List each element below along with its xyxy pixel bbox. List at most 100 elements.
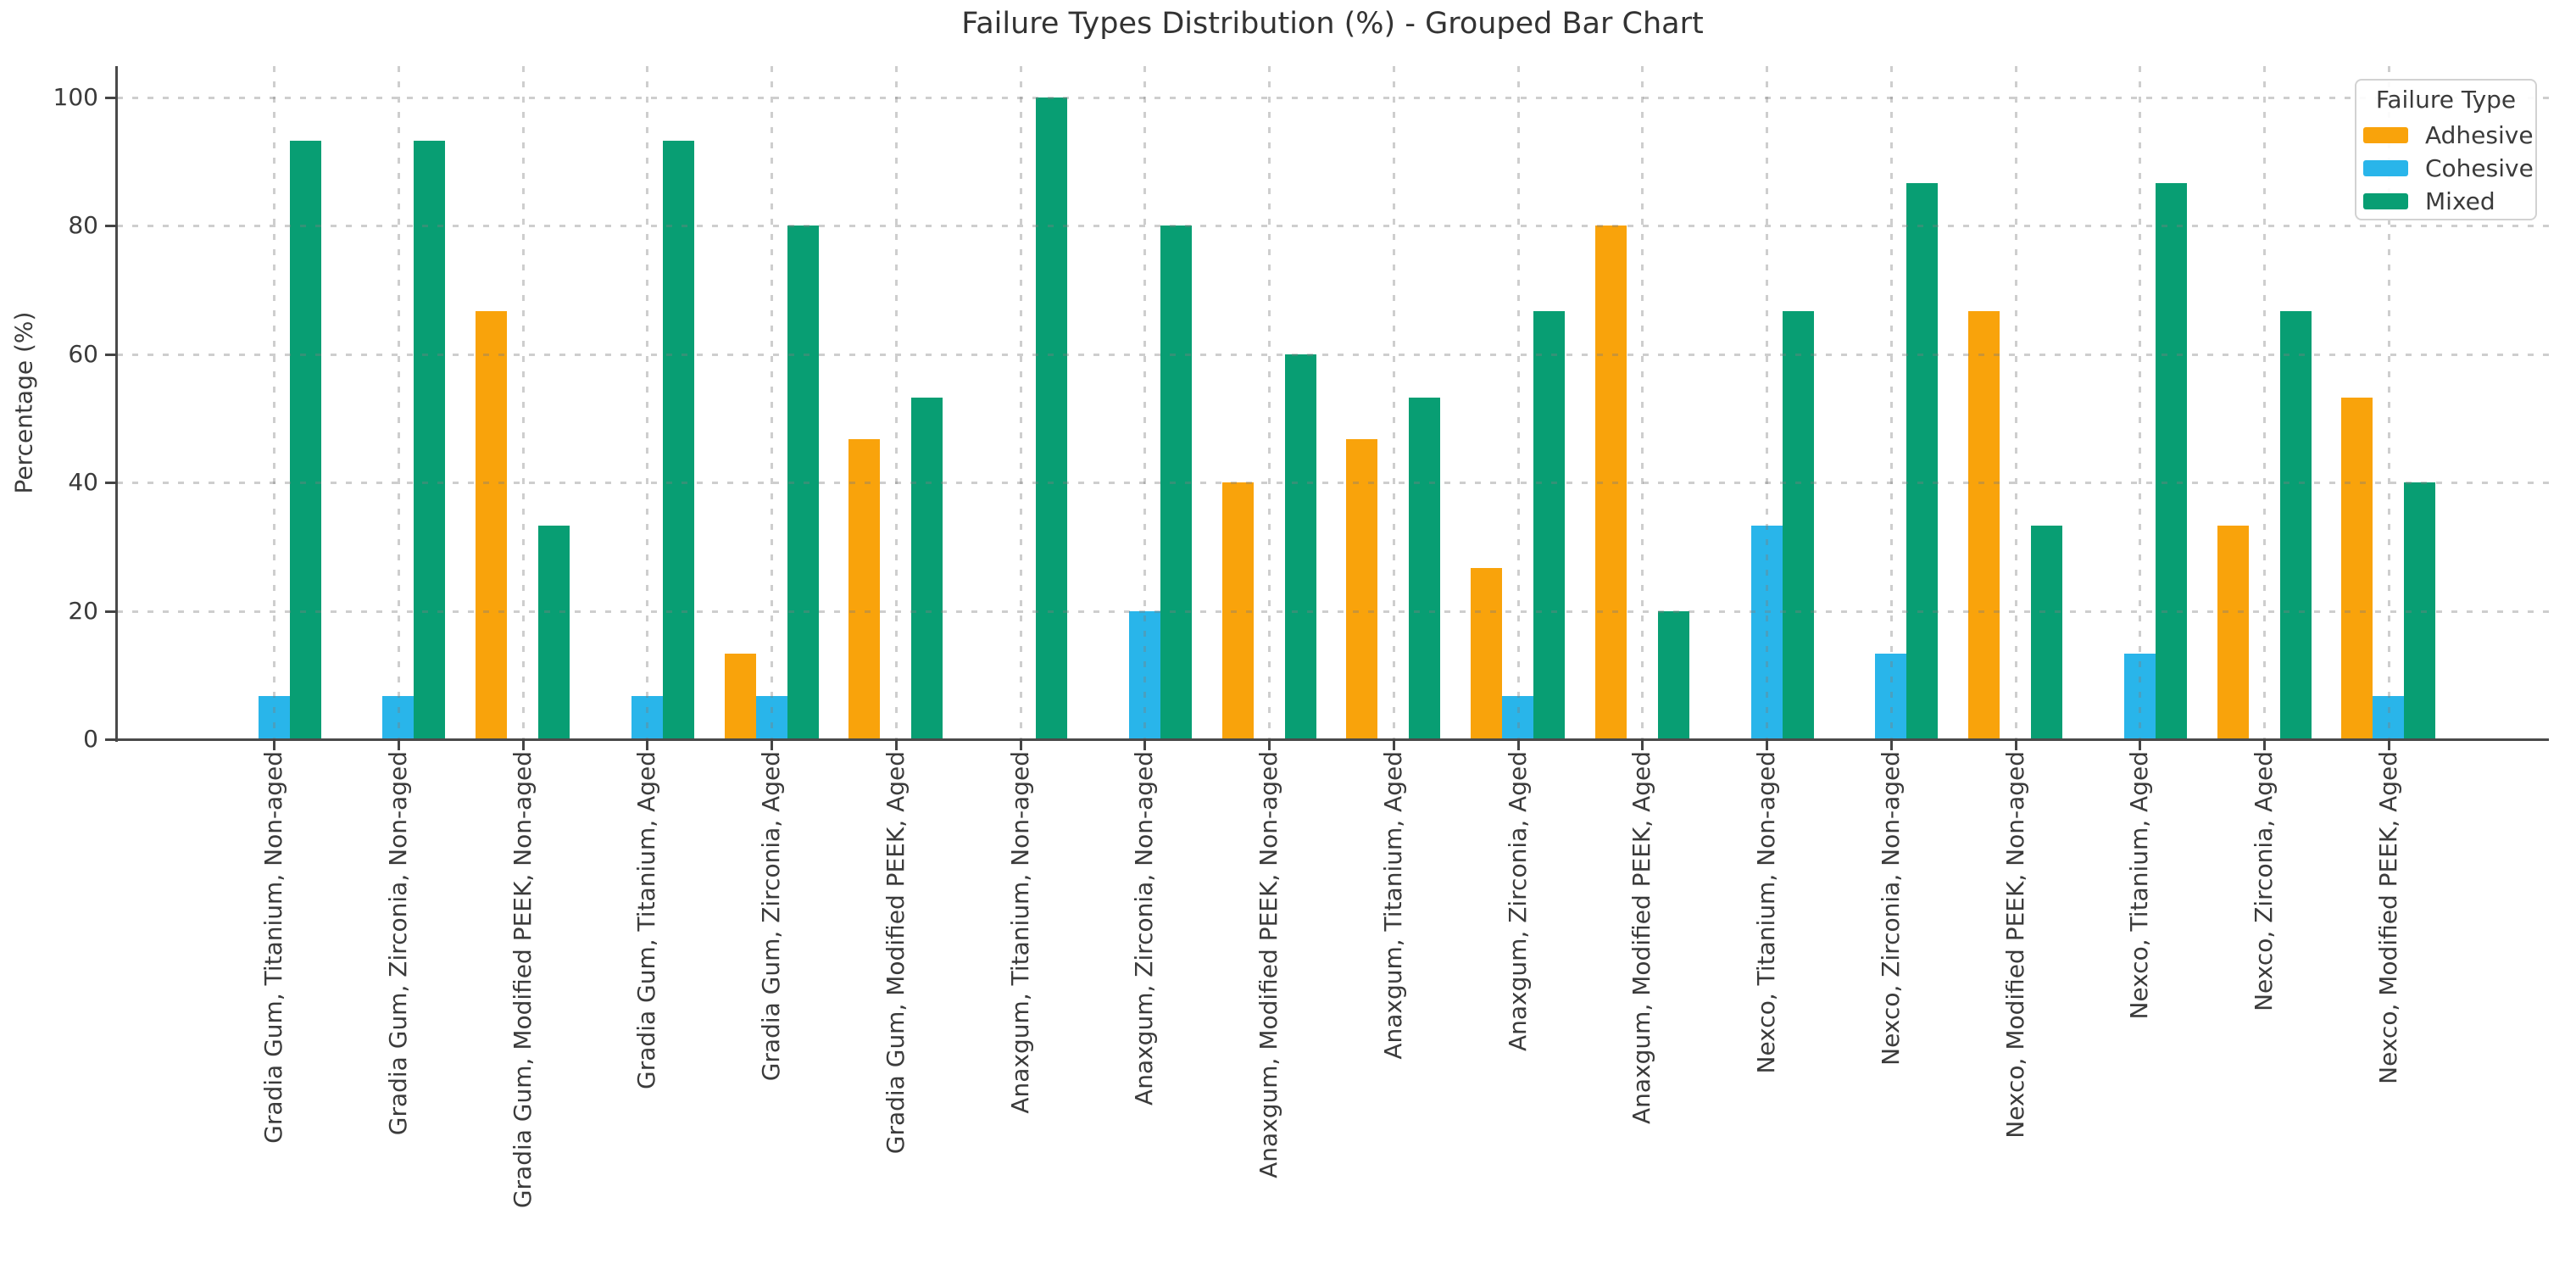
x-tick-label: Nexco, Titanium, Non-aged [1752,751,1780,1074]
x-gridline [1393,66,1395,739]
bar-mixed [2156,183,2187,739]
y-tick-mark [105,354,117,356]
y-axis-spine [115,66,118,742]
bar-mixed [290,141,321,739]
x-tick-label: Nexco, Titanium, Aged [2125,751,2153,1020]
x-gridline [2388,66,2390,739]
legend-swatch-icon [2363,127,2408,143]
y-gridline [117,482,2549,484]
x-tick-label: Gradia Gum, Zirconia, Non-aged [384,751,412,1136]
bar-adhesive [848,439,880,739]
bar-adhesive [2217,526,2249,739]
x-tick-label: Anaxgum, Zirconia, Aged [1504,751,1532,1052]
bar-cohesive [1502,696,1533,739]
legend-items: Adhesive Cohesive Mixed [2356,119,2535,218]
bar-cohesive [259,696,290,739]
bar-cohesive [1751,526,1783,739]
x-tick-label: Gradia Gum, Titanium, Non-aged [259,751,287,1144]
x-tick-label: Anaxgum, Modified PEEK, Non-aged [1255,751,1282,1178]
y-tick-label: 100 [53,83,98,111]
bar-adhesive [1595,226,1627,739]
legend-item-label: Adhesive [2425,121,2534,149]
x-tick-mark [2388,739,2390,750]
x-gridline [895,66,898,739]
bar-mixed [414,141,445,739]
bar-cohesive [1875,654,1906,739]
bar-adhesive [1222,482,1254,739]
y-tick-mark [105,225,117,227]
bar-mixed [1658,611,1689,739]
x-tick-mark [273,739,275,750]
x-tick-label: Anaxgum, Titanium, Non-aged [1006,751,1034,1114]
bar-adhesive [2341,398,2373,739]
x-gridline [1268,66,1271,739]
bar-mixed [538,526,570,739]
x-tick-mark [2139,739,2141,750]
y-tick-mark [105,482,117,484]
x-tick-mark [2263,739,2266,750]
legend-item-mixed: Mixed [2356,185,2535,218]
x-gridline [1517,66,1520,739]
x-gridline [2263,66,2266,739]
bar-cohesive [382,696,414,739]
x-gridline [1890,66,1893,739]
bar-mixed [1409,398,1440,739]
legend-swatch-icon [2363,193,2408,209]
bar-mixed [2280,311,2312,739]
bar-mixed [787,226,819,739]
x-gridline [273,66,275,739]
x-gridline [771,66,773,739]
bar-cohesive [2124,654,2156,739]
x-tick-mark [1766,739,1768,750]
bar-adhesive [1471,568,1502,739]
x-tick-mark [1517,739,1520,750]
x-tick-label: Nexco, Modified PEEK, Non-aged [2001,751,2029,1139]
x-tick-mark [1890,739,1893,750]
legend-swatch-icon [2363,160,2408,176]
bar-adhesive [1968,311,2000,739]
x-tick-label: Gradia Gum, Zirconia, Aged [757,751,785,1082]
x-gridline [1766,66,1768,739]
chart-title: Failure Types Distribution (%) - Grouped… [961,7,1704,41]
bar-mixed [1285,354,1316,739]
x-axis-spine [115,738,2549,741]
y-tick-mark [105,738,117,741]
bar-mixed [911,398,943,739]
x-tick-mark [398,739,400,750]
bar-mixed [1533,311,1565,739]
bar-adhesive [725,654,756,739]
x-tick-label: Nexco, Zirconia, Non-aged [1877,751,1905,1066]
y-gridline [117,225,2549,227]
x-tick-mark [1268,739,1271,750]
legend: Failure Type Adhesive Cohesive Mixed [2355,79,2537,220]
legend-item-adhesive: Adhesive [2356,119,2535,152]
x-tick-mark [1020,739,1022,750]
bar-mixed [1783,311,1814,739]
bar-mixed [1906,183,1938,739]
x-tick-label: Gradia Gum, Modified PEEK, Aged [882,751,910,1155]
x-gridline [1641,66,1644,739]
y-tick-label: 60 [68,340,98,368]
legend-item-label: Cohesive [2425,154,2534,182]
x-gridline [522,66,525,739]
x-tick-label: Nexco, Modified PEEK, Aged [2374,751,2402,1084]
legend-item-label: Mixed [2425,187,2495,215]
x-tick-mark [646,739,648,750]
bar-adhesive [1346,439,1377,739]
x-tick-label: Anaxgum, Titanium, Aged [1379,751,1407,1060]
bar-mixed [1036,97,1067,739]
x-tick-mark [1143,739,1146,750]
y-gridline [117,610,2549,613]
y-tick-label: 0 [83,725,98,753]
x-tick-mark [771,739,773,750]
legend-item-cohesive: Cohesive [2356,152,2535,185]
bar-mixed [1160,226,1192,739]
y-tick-mark [105,97,117,99]
x-tick-label: Gradia Gum, Modified PEEK, Non-aged [509,751,537,1209]
bar-cohesive [1129,611,1160,739]
x-gridline [2139,66,2141,739]
x-gridline [2015,66,2017,739]
x-tick-mark [2015,739,2017,750]
legend-title: Failure Type [2375,86,2517,114]
bar-adhesive [476,311,507,739]
